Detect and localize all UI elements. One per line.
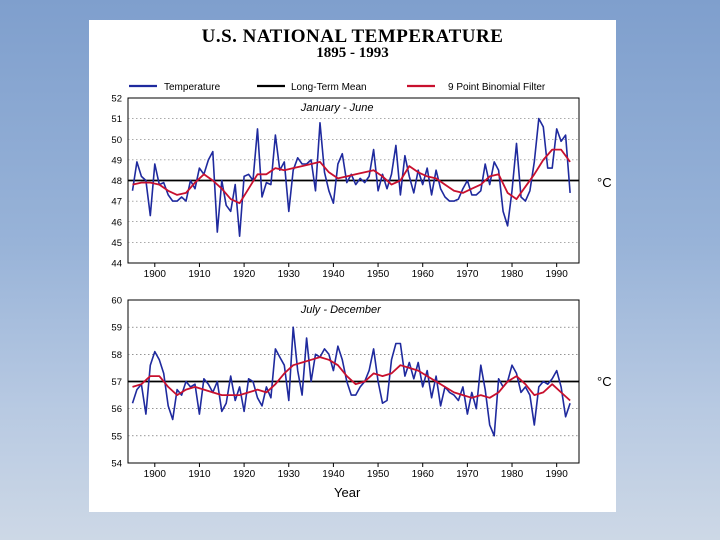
- y-tick-label: 59: [111, 323, 122, 334]
- x-tick-label: 1980: [501, 269, 524, 280]
- x-tick-label: 1960: [412, 269, 435, 280]
- y-tick-label: 55: [111, 431, 122, 442]
- panel-label: July - December: [300, 304, 382, 316]
- y-tick-label: 56: [111, 404, 122, 415]
- y-tick-label: 57: [111, 377, 122, 388]
- y-tick-label: 51: [111, 114, 122, 125]
- x-tick-label: 1920: [233, 269, 256, 280]
- x-tick-label: 1990: [546, 469, 569, 480]
- x-tick-label: 1910: [188, 269, 211, 280]
- x-tick-label: 1900: [144, 269, 167, 280]
- y-tick-label: 52: [111, 94, 122, 105]
- x-tick-label: 1950: [367, 469, 390, 480]
- panel-label: January - June: [300, 102, 374, 114]
- y-tick-label: 58: [111, 350, 122, 361]
- temperature-series-line: [131, 117, 571, 237]
- x-tick-label: 1980: [501, 469, 524, 480]
- x-tick-label: 1900: [144, 469, 167, 480]
- legend-label: 9 Point Binomial Filter: [448, 82, 546, 93]
- unit-label-top: °C: [597, 175, 612, 190]
- chart-title: U.S. NATIONAL TEMPERATURE: [201, 26, 504, 47]
- temperature-series-line: [131, 326, 571, 437]
- x-tick-label: 1970: [456, 469, 479, 480]
- x-tick-label: 1950: [367, 269, 390, 280]
- y-tick-label: 46: [111, 217, 122, 228]
- binomial-filter-line: [132, 356, 571, 402]
- y-tick-label: 48: [111, 176, 122, 187]
- y-tick-label: 54: [111, 459, 122, 470]
- y-tick-label: 45: [111, 238, 122, 249]
- legend-label: Long-Term Mean: [291, 82, 367, 93]
- x-tick-label: 1930: [278, 269, 301, 280]
- x-tick-label: 1970: [456, 269, 479, 280]
- y-tick-label: 49: [111, 155, 122, 166]
- y-tick-label: 47: [111, 197, 122, 208]
- unit-label-bottom: °C: [597, 374, 612, 389]
- x-tick-label: 1990: [546, 269, 569, 280]
- binomial-filter-line: [132, 148, 571, 205]
- legend-label: Temperature: [164, 82, 221, 93]
- x-tick-label: 1920: [233, 469, 256, 480]
- chart-card: U.S. NATIONAL TEMPERATURE 1895 - 1993 Te…: [89, 20, 616, 512]
- y-tick-label: 50: [111, 135, 122, 146]
- x-tick-label: 1940: [322, 269, 345, 280]
- temperature-chart: Temperature Long-Term Mean 9 Point Binomia…: [111, 82, 580, 480]
- x-tick-label: 1930: [278, 469, 301, 480]
- x-axis-label: Year: [334, 485, 361, 500]
- y-tick-label: 44: [111, 259, 122, 270]
- x-tick-label: 1910: [188, 469, 211, 480]
- x-tick-label: 1960: [412, 469, 435, 480]
- y-tick-label: 60: [111, 296, 122, 307]
- chart-subtitle: 1895 - 1993: [316, 45, 389, 61]
- x-tick-label: 1940: [322, 469, 345, 480]
